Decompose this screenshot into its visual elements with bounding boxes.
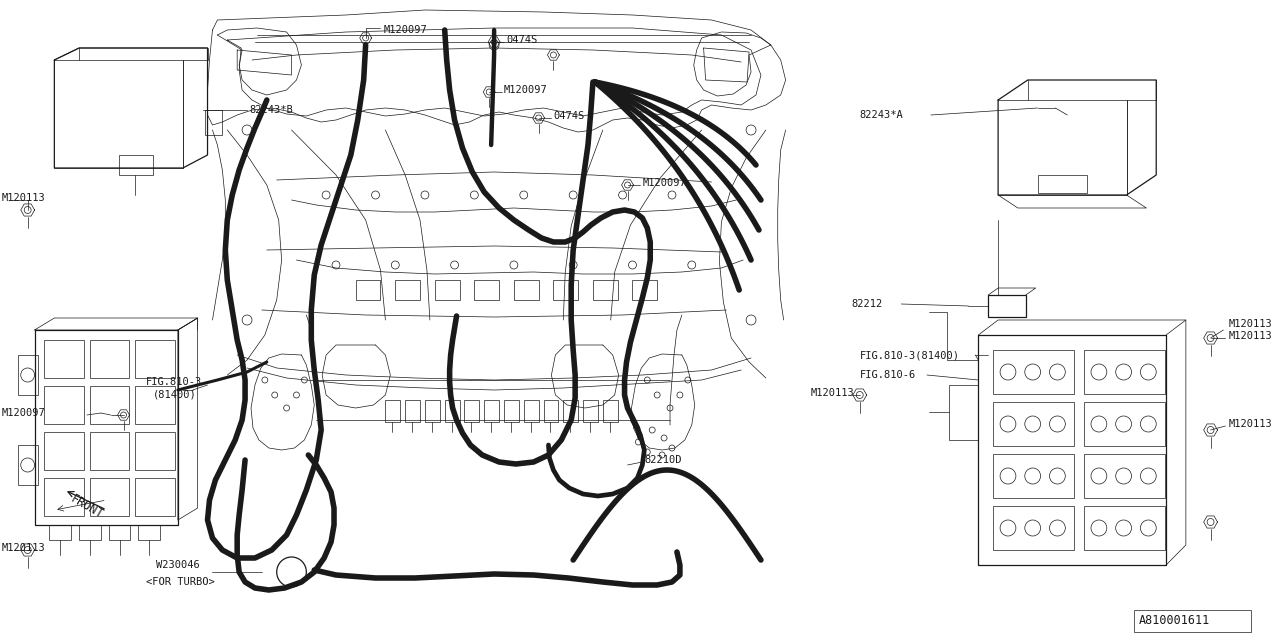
Text: 82243*A: 82243*A — [860, 110, 904, 120]
Bar — [988, 295, 1025, 317]
Text: M120113: M120113 — [1229, 331, 1272, 341]
Text: M120113: M120113 — [810, 388, 854, 398]
Bar — [138, 525, 160, 540]
Bar — [90, 432, 129, 470]
Bar — [444, 400, 460, 422]
Bar — [593, 280, 618, 300]
Bar — [406, 400, 420, 422]
Bar — [35, 330, 178, 525]
Text: <FOR TURBO>: <FOR TURBO> — [146, 577, 215, 587]
Text: M120097: M120097 — [643, 178, 686, 188]
Bar — [484, 400, 499, 422]
Bar — [1038, 175, 1087, 193]
Bar — [136, 478, 175, 516]
Text: (81400): (81400) — [154, 389, 197, 399]
Bar — [632, 280, 657, 300]
Bar — [45, 340, 84, 378]
Text: M120097: M120097 — [3, 408, 46, 418]
Text: 0474S: 0474S — [553, 111, 585, 121]
Text: M120113: M120113 — [1229, 319, 1272, 329]
Bar — [993, 454, 1074, 498]
Text: FIG.810-3: FIG.810-3 — [146, 377, 202, 387]
Text: M120097: M120097 — [384, 25, 428, 35]
Bar — [90, 340, 129, 378]
Bar — [563, 400, 579, 422]
Bar — [1084, 506, 1165, 550]
Text: W230046: W230046 — [156, 560, 200, 570]
Bar — [475, 280, 499, 300]
Bar — [50, 525, 72, 540]
Bar — [136, 340, 175, 378]
Bar — [504, 400, 518, 422]
Bar — [465, 400, 479, 422]
Bar — [396, 280, 420, 300]
Bar — [1084, 402, 1165, 446]
Text: FIG.810-3(81400): FIG.810-3(81400) — [860, 350, 960, 360]
Bar — [544, 400, 558, 422]
Bar — [136, 386, 175, 424]
Bar — [119, 155, 154, 175]
Bar — [109, 525, 131, 540]
Bar — [513, 280, 539, 300]
Text: FIG.810-6: FIG.810-6 — [860, 370, 916, 380]
Bar — [1134, 610, 1251, 632]
Bar — [993, 402, 1074, 446]
Text: M120113: M120113 — [3, 193, 46, 203]
Bar — [18, 445, 37, 485]
Bar — [385, 400, 401, 422]
Text: FRONT: FRONT — [68, 492, 105, 522]
Bar — [45, 386, 84, 424]
Text: 82243*B: 82243*B — [250, 105, 293, 115]
Bar — [993, 350, 1074, 394]
Text: M120113: M120113 — [1229, 419, 1272, 429]
Text: 82210D: 82210D — [644, 455, 682, 465]
Text: M120113: M120113 — [3, 543, 46, 553]
Bar — [993, 506, 1074, 550]
Bar — [425, 400, 440, 422]
Bar — [45, 478, 84, 516]
Text: A810001611: A810001611 — [1138, 614, 1210, 627]
Bar — [45, 432, 84, 470]
Text: 82212: 82212 — [852, 299, 883, 309]
Bar — [584, 400, 598, 422]
Bar — [18, 355, 37, 395]
Text: M120097: M120097 — [504, 85, 548, 95]
Bar — [603, 400, 618, 422]
Bar — [79, 525, 101, 540]
Bar — [90, 478, 129, 516]
Bar — [205, 110, 223, 135]
Bar — [136, 432, 175, 470]
Bar — [553, 280, 579, 300]
Bar — [435, 280, 460, 300]
Bar — [1084, 350, 1165, 394]
Bar — [356, 280, 380, 300]
Bar — [90, 386, 129, 424]
Bar — [524, 400, 539, 422]
Bar — [1084, 454, 1165, 498]
Text: 0474S: 0474S — [506, 35, 538, 45]
